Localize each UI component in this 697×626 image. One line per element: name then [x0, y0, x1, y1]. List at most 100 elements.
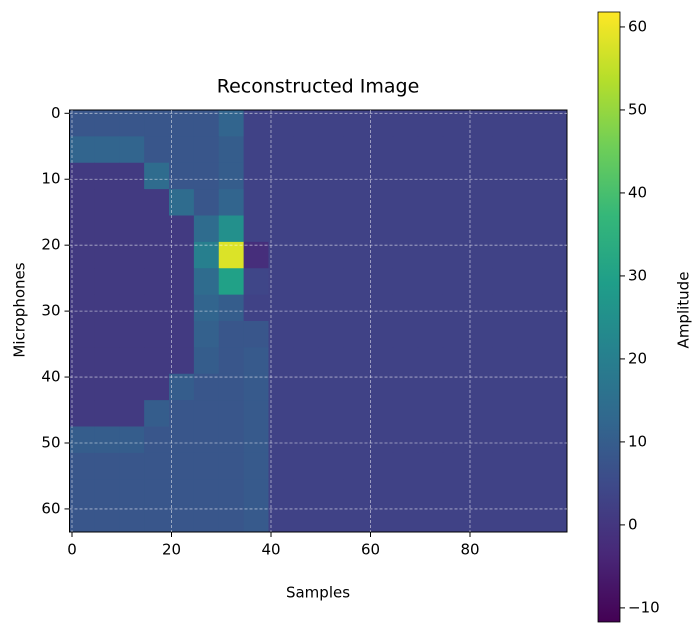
heatmap-cell: [144, 268, 170, 296]
heatmap: [69, 110, 568, 533]
heatmap-cell: [492, 479, 518, 507]
heatmap-cell: [69, 110, 95, 137]
heatmap-cell: [293, 241, 319, 269]
heatmap-cell: [243, 162, 269, 190]
heatmap-cell: [119, 426, 145, 454]
heatmap-cell: [268, 268, 294, 296]
heatmap-cell: [169, 294, 195, 322]
heatmap-cell: [467, 215, 493, 243]
heatmap-cell: [243, 400, 269, 427]
heatmap-cell: [417, 268, 444, 296]
heatmap-cell: [293, 321, 319, 348]
heatmap-cell: [492, 241, 518, 269]
heatmap-cell: [467, 452, 493, 480]
heatmap-cell: [293, 505, 319, 533]
heatmap-cell: [119, 347, 145, 375]
heatmap-cell: [542, 136, 568, 164]
heatmap-cell: [268, 215, 294, 243]
heatmap-cell: [119, 136, 145, 164]
heatmap-cell: [243, 294, 269, 322]
heatmap-cell: [193, 373, 220, 401]
heatmap-cell: [343, 294, 369, 322]
heatmap-cell: [542, 505, 568, 533]
heatmap-cell: [169, 215, 195, 243]
heatmap-cell: [542, 452, 568, 480]
heatmap-cell: [169, 268, 195, 296]
heatmap-cell: [94, 241, 120, 269]
heatmap-cell: [169, 479, 195, 507]
heatmap-cell: [94, 347, 120, 375]
heatmap-cell: [69, 241, 95, 269]
heatmap-cell: [368, 452, 394, 480]
heatmap-cell: [218, 136, 245, 164]
heatmap-cell: [417, 162, 444, 190]
heatmap-cell: [368, 268, 394, 296]
heatmap-cell: [218, 373, 245, 401]
heatmap-cell: [343, 426, 369, 454]
heatmap-cell: [392, 347, 419, 375]
heatmap-cell: [169, 189, 195, 216]
heatmap-cell: [193, 479, 220, 507]
heatmap-cell: [193, 136, 220, 164]
heatmap-cell: [467, 136, 493, 164]
heatmap-cell: [343, 189, 369, 216]
chart-title: Reconstructed Image: [217, 76, 420, 98]
heatmap-cell: [343, 136, 369, 164]
heatmap-cell: [268, 373, 294, 401]
heatmap-cell: [268, 294, 294, 322]
heatmap-cell: [69, 215, 95, 243]
heatmap-cell: [542, 162, 568, 190]
heatmap-cell: [467, 347, 493, 375]
heatmap-cell: [318, 268, 344, 296]
heatmap-cell: [69, 268, 95, 296]
heatmap-cell: [492, 136, 518, 164]
heatmap-cell: [517, 321, 543, 348]
heatmap-cell: [94, 400, 120, 427]
y-tick-label: 30: [41, 302, 60, 320]
heatmap-cell: [169, 162, 195, 190]
heatmap-cell: [169, 452, 195, 480]
colorbar-tick-label: 10: [628, 432, 647, 450]
heatmap-cell: [318, 373, 344, 401]
heatmap-cell: [442, 294, 468, 322]
heatmap-cell: [293, 110, 319, 137]
heatmap-cell: [268, 479, 294, 507]
heatmap-cell: [193, 294, 220, 322]
colorbar-tick-label: 30: [628, 266, 647, 284]
heatmap-cell: [268, 505, 294, 533]
heatmap-cell: [492, 505, 518, 533]
heatmap-cell: [69, 452, 95, 480]
heatmap-cell: [343, 215, 369, 243]
heatmap-cell: [542, 110, 568, 137]
heatmap-cell: [144, 241, 170, 269]
heatmap-cell: [119, 110, 145, 137]
heatmap-cell: [218, 321, 245, 348]
colorbar-label: Amplitude: [675, 272, 693, 349]
heatmap-cell: [517, 215, 543, 243]
heatmap-cell: [119, 321, 145, 348]
heatmap-cell: [144, 136, 170, 164]
heatmap-cell: [218, 479, 245, 507]
heatmap-cell: [442, 241, 468, 269]
heatmap-cell: [368, 426, 394, 454]
heatmap-cell: [144, 110, 170, 137]
y-tick-label: 20: [41, 236, 60, 254]
heatmap-cell: [417, 426, 444, 454]
heatmap-cell: [417, 505, 444, 533]
heatmap-cell: [193, 321, 220, 348]
heatmap-cell: [293, 452, 319, 480]
heatmap-cell: [492, 321, 518, 348]
heatmap-cell: [218, 505, 245, 533]
heatmap-cell: [218, 426, 245, 454]
y-tick-label: 50: [41, 433, 60, 451]
heatmap-cell: [417, 321, 444, 348]
heatmap-cell: [517, 426, 543, 454]
heatmap-cell: [542, 373, 568, 401]
heatmap-cell: [193, 110, 220, 137]
heatmap-cell: [169, 347, 195, 375]
heatmap-cell: [119, 452, 145, 480]
heatmap-cell: [94, 268, 120, 296]
heatmap-cell: [392, 321, 419, 348]
heatmap-cell: [144, 400, 170, 427]
